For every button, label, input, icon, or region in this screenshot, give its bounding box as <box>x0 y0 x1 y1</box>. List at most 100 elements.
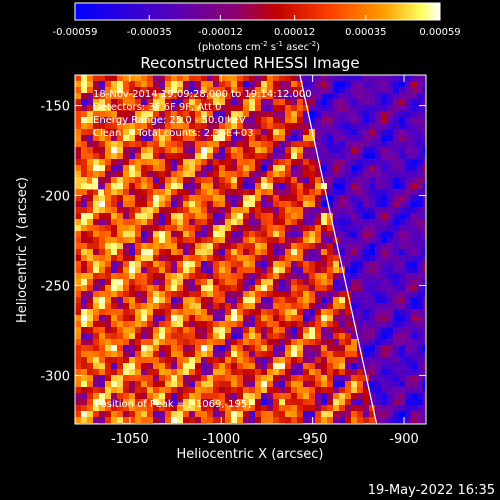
heatmap-cell <box>123 147 129 153</box>
heatmap-cell <box>255 237 261 243</box>
heatmap-cell <box>405 381 411 387</box>
heatmap-cell <box>267 363 273 369</box>
heatmap-cell <box>207 105 213 111</box>
heatmap-cell <box>147 369 153 375</box>
heatmap-cell <box>165 207 171 213</box>
heatmap-cell <box>279 303 285 309</box>
heatmap-cell <box>405 225 411 231</box>
heatmap-cell <box>201 219 207 225</box>
heatmap-cell <box>87 303 93 309</box>
heatmap-cell <box>333 117 339 123</box>
heatmap-cell <box>351 177 357 183</box>
heatmap-cell <box>219 345 225 351</box>
heatmap-cell <box>297 249 303 255</box>
heatmap-cell <box>423 123 426 129</box>
heatmap-cell <box>327 195 333 201</box>
heatmap-cell <box>207 237 213 243</box>
heatmap-cell <box>225 321 231 327</box>
heatmap-cell <box>327 333 333 339</box>
heatmap-cell <box>129 141 135 147</box>
heatmap-cell <box>411 225 417 231</box>
heatmap-cell <box>117 369 123 375</box>
heatmap-cell <box>111 213 117 219</box>
heatmap-cell <box>231 159 237 165</box>
heatmap-cell <box>237 393 243 399</box>
heatmap-cell <box>171 393 177 399</box>
heatmap-cell <box>129 327 135 333</box>
heatmap-cell <box>387 129 393 135</box>
heatmap-cell <box>393 153 399 159</box>
heatmap-cell <box>141 207 147 213</box>
heatmap-cell <box>285 387 291 393</box>
heatmap-cell <box>177 171 183 177</box>
heatmap-cell <box>237 105 243 111</box>
heatmap-cell <box>261 153 267 159</box>
heatmap-cell <box>87 237 93 243</box>
heatmap-cell <box>261 117 267 123</box>
heatmap-cell <box>423 111 426 117</box>
heatmap-cell <box>81 387 87 393</box>
heatmap-cell <box>159 303 165 309</box>
heatmap-cell <box>117 99 123 105</box>
heatmap-cell <box>273 285 279 291</box>
heatmap-cell <box>159 99 165 105</box>
heatmap-cell <box>195 255 201 261</box>
heatmap-cell <box>255 225 261 231</box>
heatmap-cell <box>387 279 393 285</box>
heatmap-cell <box>153 357 159 363</box>
heatmap-cell <box>273 375 279 381</box>
heatmap-cell <box>207 339 213 345</box>
heatmap-cell <box>321 399 327 405</box>
info-line-detectors: Detectors: 3F 6F 9F, Att 0 <box>93 102 221 113</box>
heatmap-cell <box>153 285 159 291</box>
heatmap-cell <box>225 195 231 201</box>
heatmap-cell <box>411 99 417 105</box>
heatmap-cell <box>81 117 87 123</box>
heatmap-cell <box>291 207 297 213</box>
heatmap-cell <box>369 99 375 105</box>
heatmap-cell <box>315 399 321 405</box>
heatmap-cell <box>333 327 339 333</box>
heatmap-cell <box>177 375 183 381</box>
heatmap-cell <box>177 183 183 189</box>
heatmap-cell <box>321 201 327 207</box>
heatmap-cell <box>99 231 105 237</box>
heatmap-cell <box>255 177 261 183</box>
heatmap-cell <box>333 165 339 171</box>
heatmap-cell <box>99 93 105 99</box>
heatmap-cell <box>321 417 327 423</box>
heatmap-cell <box>285 381 291 387</box>
heatmap-cell <box>345 117 351 123</box>
heatmap-cell <box>117 261 123 267</box>
heatmap-cell <box>369 393 375 399</box>
heatmap-cell <box>285 165 291 171</box>
heatmap-cell <box>327 357 333 363</box>
heatmap-cell <box>417 351 423 357</box>
heatmap-cell <box>255 129 261 135</box>
heatmap-cell <box>189 129 195 135</box>
heatmap-cell <box>231 183 237 189</box>
heatmap-cell <box>171 81 177 87</box>
heatmap-cell <box>147 357 153 363</box>
heatmap-cell <box>177 309 183 315</box>
heatmap-cell <box>321 219 327 225</box>
heatmap-cell <box>387 225 393 231</box>
heatmap-cell <box>219 219 225 225</box>
heatmap-cell <box>267 357 273 363</box>
heatmap-cell <box>213 345 219 351</box>
heatmap-cell <box>153 195 159 201</box>
heatmap-cell <box>201 81 207 87</box>
heatmap-cell <box>423 219 426 225</box>
heatmap-cell <box>171 249 177 255</box>
heatmap-cell <box>405 285 411 291</box>
heatmap-cell <box>411 387 417 393</box>
heatmap-cell <box>309 405 315 411</box>
heatmap-cell <box>153 333 159 339</box>
heatmap-cell <box>309 135 315 141</box>
heatmap-cell <box>207 243 213 249</box>
heatmap-cell <box>381 105 387 111</box>
heatmap-cell <box>321 297 327 303</box>
heatmap-cell <box>183 381 189 387</box>
heatmap-cell <box>147 249 153 255</box>
heatmap-cell <box>141 357 147 363</box>
